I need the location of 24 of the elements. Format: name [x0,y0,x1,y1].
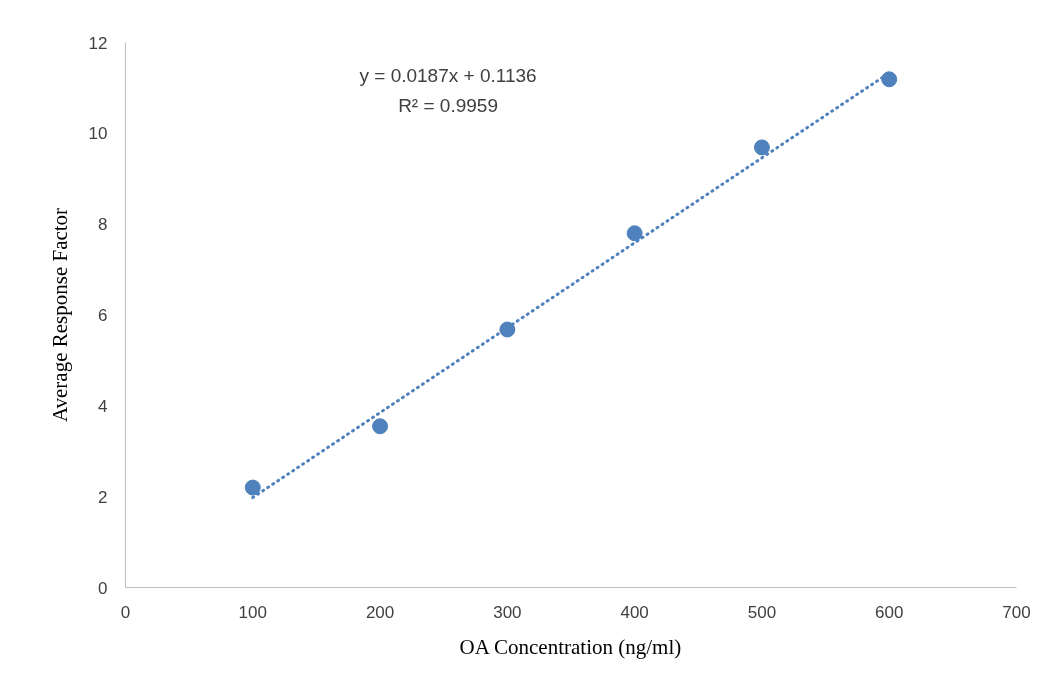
x-tick-label: 500 [747,602,777,622]
point [244,479,261,496]
y-tick-label: 6 [98,306,108,325]
x-tick-label: 100 [238,602,267,622]
point [626,225,643,242]
y-tick-label: 2 [98,487,108,507]
point [753,139,770,156]
x-tick-label: 600 [875,602,904,622]
y-axis-title: Average Response Factor [47,207,72,423]
x-tick-label: 300 [493,602,522,622]
y-tick-label: 12 [88,33,108,53]
annotation: R² = 0.9959 [398,94,498,116]
y-tick-label: 4 [98,396,108,416]
x-tick-label: 700 [1002,602,1031,622]
x-tick-label: 400 [620,602,649,622]
x-tick-label: 200 [365,602,395,622]
y-tick-label: 0 [98,578,108,598]
x-tick-label: 0 [120,602,131,622]
point [881,71,898,88]
x-axis-title: OA Concentration (ng/ml) [459,634,682,659]
y-tick-label: 8 [98,215,108,235]
annotation: y = 0.0187x + 0.1136 [359,64,537,86]
y-tick-label: 10 [88,124,108,144]
point [372,418,389,435]
